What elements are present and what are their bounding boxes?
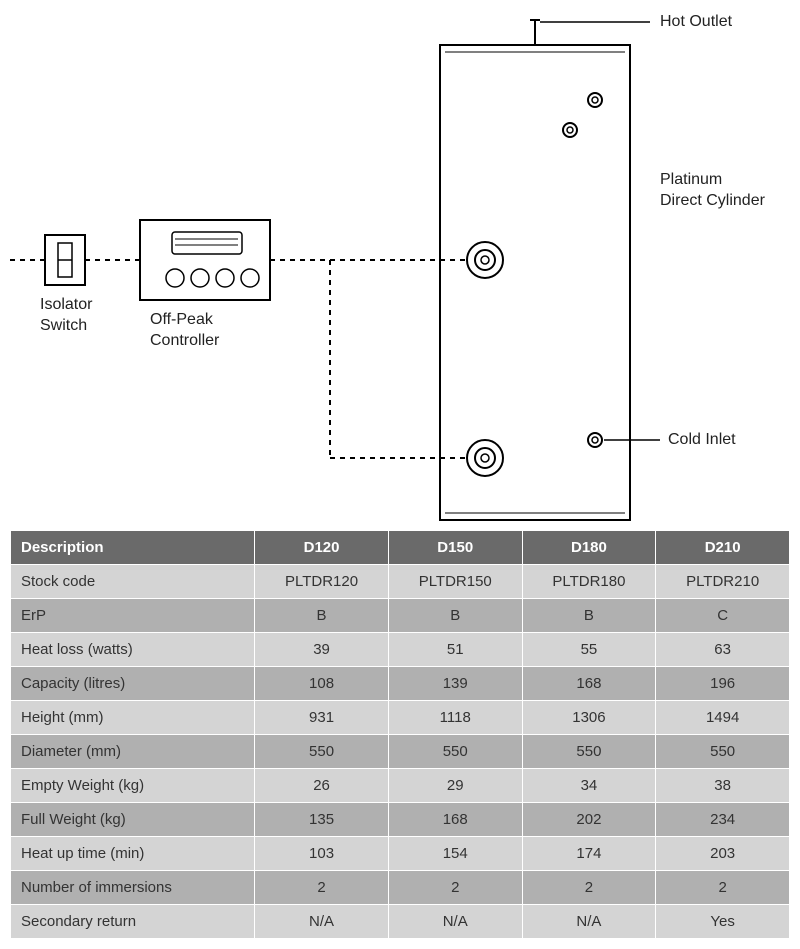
- cell: 51: [388, 633, 522, 667]
- row-label: Number of immersions: [11, 871, 255, 905]
- cell: 63: [656, 633, 790, 667]
- cell: 34: [522, 769, 656, 803]
- table-row: Heat up time (min)103154174203: [11, 837, 790, 871]
- cell: PLTDR120: [255, 565, 389, 599]
- cell: C: [656, 599, 790, 633]
- controller-label: Off-Peak Controller: [150, 310, 219, 352]
- table-row: Height (mm)931111813061494: [11, 701, 790, 735]
- cell: 135: [255, 803, 389, 837]
- cell: 2: [656, 871, 790, 905]
- cell: 196: [656, 667, 790, 701]
- spec-table: DescriptionD120D150D180D210 Stock codePL…: [10, 530, 790, 939]
- cylinder-label: Platinum Direct Cylinder: [660, 170, 765, 212]
- row-label: Secondary return: [11, 905, 255, 939]
- isolator-label-line2: Switch: [40, 317, 87, 334]
- diagram-svg: [10, 10, 790, 530]
- schematic-diagram: Hot Outlet Cold Inlet Platinum Direct Cy…: [10, 10, 790, 530]
- spec-table-head: DescriptionD120D150D180D210: [11, 531, 790, 565]
- cell: 2: [388, 871, 522, 905]
- table-row: Stock codePLTDR120PLTDR150PLTDR180PLTDR2…: [11, 565, 790, 599]
- spec-table-body: Stock codePLTDR120PLTDR150PLTDR180PLTDR2…: [11, 565, 790, 939]
- hot-outlet-label: Hot Outlet: [660, 12, 732, 33]
- table-row: Full Weight (kg)135168202234: [11, 803, 790, 837]
- table-row: Capacity (litres)108139168196: [11, 667, 790, 701]
- cell: 2: [522, 871, 656, 905]
- controller-label-line1: Off-Peak: [150, 311, 213, 328]
- col-d210: D210: [656, 531, 790, 565]
- cell: 550: [522, 735, 656, 769]
- cell: 931: [255, 701, 389, 735]
- cell: 139: [388, 667, 522, 701]
- cell: 108: [255, 667, 389, 701]
- cell: 234: [656, 803, 790, 837]
- row-label: Full Weight (kg): [11, 803, 255, 837]
- cell: PLTDR210: [656, 565, 790, 599]
- cell: 168: [522, 667, 656, 701]
- isolator-label: Isolator Switch: [40, 295, 92, 337]
- col-d120: D120: [255, 531, 389, 565]
- cell: B: [522, 599, 656, 633]
- cylinder-label-line2: Direct Cylinder: [660, 192, 765, 209]
- cell: PLTDR150: [388, 565, 522, 599]
- cell: 2: [255, 871, 389, 905]
- cylinder-label-line1: Platinum: [660, 171, 722, 188]
- cell: N/A: [255, 905, 389, 939]
- table-row: Empty Weight (kg)26293438: [11, 769, 790, 803]
- cell: 202: [522, 803, 656, 837]
- cell: 39: [255, 633, 389, 667]
- table-row: ErPBBBC: [11, 599, 790, 633]
- cell: 174: [522, 837, 656, 871]
- cold-inlet-label: Cold Inlet: [668, 430, 736, 451]
- cell: 1494: [656, 701, 790, 735]
- row-label: Capacity (litres): [11, 667, 255, 701]
- col-d150: D150: [388, 531, 522, 565]
- cell: 550: [656, 735, 790, 769]
- table-row: Secondary returnN/AN/AN/AYes: [11, 905, 790, 939]
- row-label: Stock code: [11, 565, 255, 599]
- table-row: Diameter (mm)550550550550: [11, 735, 790, 769]
- cell: B: [255, 599, 389, 633]
- cell: 103: [255, 837, 389, 871]
- row-label: Height (mm): [11, 701, 255, 735]
- row-label: Empty Weight (kg): [11, 769, 255, 803]
- cell: 550: [255, 735, 389, 769]
- table-row: Heat loss (watts)39515563: [11, 633, 790, 667]
- cell: N/A: [388, 905, 522, 939]
- cell: Yes: [656, 905, 790, 939]
- col-description: Description: [11, 531, 255, 565]
- cell: B: [388, 599, 522, 633]
- cell: 203: [656, 837, 790, 871]
- cell: 1306: [522, 701, 656, 735]
- col-d180: D180: [522, 531, 656, 565]
- row-label: Diameter (mm): [11, 735, 255, 769]
- isolator-label-line1: Isolator: [40, 296, 92, 313]
- cell: 154: [388, 837, 522, 871]
- cell: PLTDR180: [522, 565, 656, 599]
- row-label: Heat up time (min): [11, 837, 255, 871]
- cell: 168: [388, 803, 522, 837]
- cell: 550: [388, 735, 522, 769]
- cell: 26: [255, 769, 389, 803]
- row-label: ErP: [11, 599, 255, 633]
- cell: 1118: [388, 701, 522, 735]
- cell: N/A: [522, 905, 656, 939]
- cell: 29: [388, 769, 522, 803]
- controller-label-line2: Controller: [150, 332, 219, 349]
- table-row: Number of immersions2222: [11, 871, 790, 905]
- row-label: Heat loss (watts): [11, 633, 255, 667]
- cell: 55: [522, 633, 656, 667]
- cell: 38: [656, 769, 790, 803]
